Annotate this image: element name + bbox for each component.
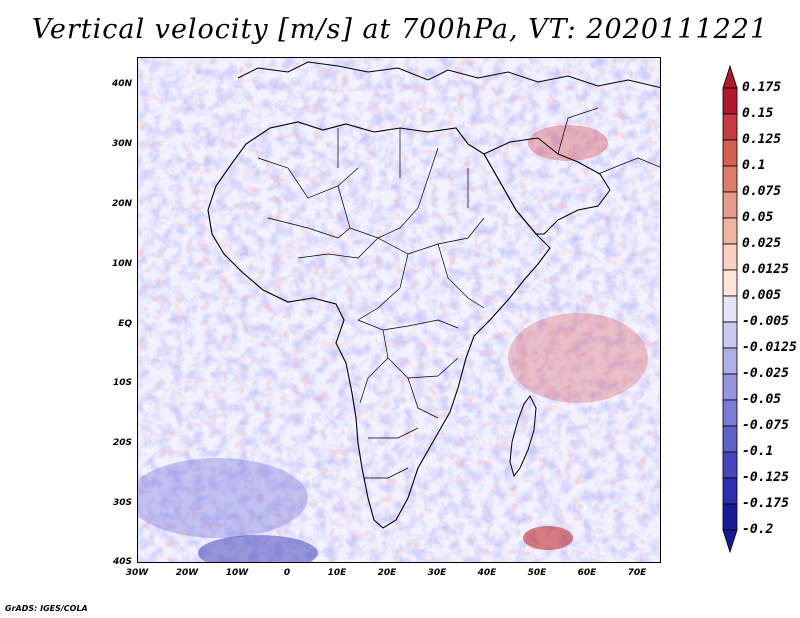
colorbar-tick-label: -0.025 — [742, 366, 789, 381]
grads-credit: GrADS: IGES/COLA — [5, 604, 88, 613]
lon-label-70e: 70E — [627, 568, 647, 578]
lat-label-30n: 30N — [111, 139, 132, 149]
lon-label-30e: 30E — [427, 568, 447, 578]
colorbar-tick-label: -0.125 — [742, 470, 789, 485]
colorbar-segment — [722, 139, 738, 167]
colorbar-tick-label: -0.2 — [742, 522, 774, 537]
colorbar-segment — [722, 399, 738, 427]
colorbar-tick-label: -0.075 — [742, 418, 789, 433]
lon-label-60e: 60E — [577, 568, 597, 578]
vertical-velocity-map — [138, 58, 660, 562]
lat-label-10n: 10N — [111, 259, 132, 269]
descent-patch-sw-corner — [198, 535, 318, 562]
lon-label-0: 0 — [283, 568, 291, 578]
lon-label-30w: 30W — [125, 568, 149, 578]
ascent-patch-southeast — [523, 526, 573, 550]
colorbar-segment — [722, 87, 738, 115]
colorbar-tick-label: -0.0125 — [742, 340, 797, 355]
lat-label-40n: 40N — [111, 79, 132, 89]
colorbar-segment — [722, 503, 738, 531]
colorbar-segment — [722, 477, 738, 505]
arabia-coastline — [483, 137, 611, 235]
colorbar-segment — [722, 425, 738, 453]
lat-label-20s: 20S — [112, 438, 132, 448]
colorbar-tick-label: 0.15 — [742, 106, 774, 121]
colorbar-segment — [722, 321, 738, 349]
colorbar-tick-label: 0.1 — [742, 158, 766, 173]
lat-label-eq: EQ — [118, 319, 132, 329]
colorbar-tick-label: 0.025 — [742, 236, 782, 251]
colorbar-segment — [722, 295, 738, 323]
colorbar-tick-label: -0.05 — [742, 392, 782, 407]
colorbar-segment — [722, 373, 738, 401]
country-borders — [257, 107, 660, 479]
lon-label-40e: 40E — [477, 568, 497, 578]
europe-coastline — [237, 61, 660, 89]
madagascar-coastline — [509, 395, 537, 478]
velocity-noise-field — [138, 58, 660, 562]
ascent-patch-mideast — [528, 125, 608, 161]
colorbar-tick-label: 0.075 — [742, 184, 782, 199]
colorbar-segment — [722, 113, 738, 141]
colorbar-tick-label: 0.0125 — [742, 262, 789, 277]
lon-label-20w: 20W — [175, 568, 199, 578]
lat-label-10s: 10S — [112, 378, 132, 388]
colorbar-segment — [722, 269, 738, 297]
lat-label-20n: 20N — [111, 199, 132, 209]
colorbar-segment — [722, 165, 738, 193]
colorbar-bottom-arrow — [722, 529, 738, 554]
colorbar-tick-label: 0.005 — [742, 288, 782, 303]
colorbar-segment — [722, 451, 738, 479]
colorbar-segment — [722, 217, 738, 245]
lon-label-50e: 50E — [527, 568, 547, 578]
lon-label-10w: 10W — [225, 568, 249, 578]
colorbar-tick-label: -0.1 — [742, 444, 774, 459]
map-plot-area — [137, 57, 661, 563]
colorbar-segment — [722, 191, 738, 219]
colorbar-tick-label: 0.05 — [742, 210, 774, 225]
map-title: Vertical velocity [m/s] at 700hPa, VT: 2… — [31, 14, 769, 45]
colorbar-segment — [722, 243, 738, 271]
colorbar-segment — [722, 347, 738, 375]
colorbar-tick-label: 0.125 — [742, 132, 782, 147]
lat-label-30s: 30S — [112, 498, 132, 508]
descent-patch-south-atlantic — [138, 458, 308, 538]
colorbar-tick-label: 0.175 — [742, 80, 782, 95]
colorbar-top-arrow — [722, 64, 738, 89]
africa-coastline — [207, 121, 551, 529]
colorbar-tick-label: -0.175 — [742, 496, 789, 511]
lon-label-10e: 10E — [327, 568, 347, 578]
lat-label-40s: 40S — [112, 557, 132, 567]
lon-label-20e: 20E — [377, 568, 397, 578]
ascent-patch-indian-ocean — [508, 313, 648, 403]
colorbar-tick-label: -0.005 — [742, 314, 789, 329]
